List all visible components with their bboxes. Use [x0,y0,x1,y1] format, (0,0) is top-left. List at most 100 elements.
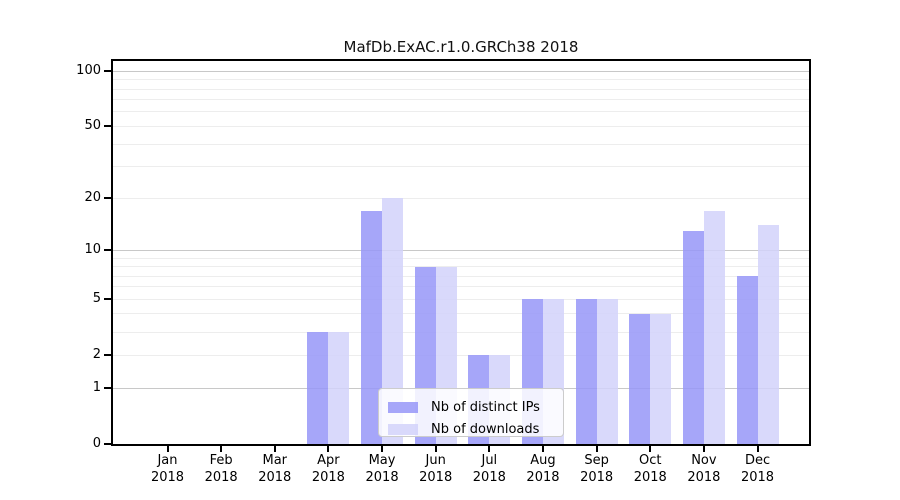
x-tick-label-line: 2018 [633,470,667,485]
x-tick-label-line: 2018 [687,470,721,485]
minor-gridline-70 [113,99,809,101]
y-tick-label-0: 0 [92,436,101,451]
legend-label-nb-of-downloads: Nb of downloads [431,421,540,437]
y-tick-label-1: 1 [92,380,101,395]
x-tick-mark-nov-2018 [702,446,705,452]
x-tick-label-line: 2018 [365,470,399,485]
x-tick-mark-aug-2018 [541,446,544,452]
plot-area: Nb of distinct IPs Nb of downloads [113,61,809,444]
minor-gridline-4 [113,313,809,315]
x-tick-label-line: 2018 [204,470,238,485]
x-tick-label-feb-2018: Feb 2018 [181,452,261,486]
x-tick-label-line: Apr [317,453,340,468]
minor-gridline-9 [113,257,809,259]
x-tick-label-jun-2018: Jun 2018 [396,452,476,486]
x-tick-label-line: Jul [481,453,498,468]
y-tick-mark-5 [104,298,111,301]
y-tick-mark-1 [104,387,111,389]
x-tick-label-line: Mar [262,453,288,468]
x-tick-label-nov-2018: Nov 2018 [664,452,744,486]
y-tick-mark-0 [104,443,111,445]
bar-nb-of-downloads-sep-2018 [596,299,618,444]
x-tick-label-line: 2018 [580,470,614,485]
x-tick-label-jan-2018: Jan 2018 [128,452,208,486]
x-tick-label-line: Sep [584,453,609,468]
minor-gridline-30 [113,166,809,168]
major-gridline-10 [113,249,809,251]
x-tick-mark-dec-2018 [756,446,759,452]
bar-nb-of-distinct-ips-sep-2018 [575,299,597,444]
y-tick-mark-100 [104,70,111,73]
minor-gridline-60 [113,111,809,113]
x-tick-label-may-2018: May 2018 [342,452,422,486]
x-tick-label-line: Dec [744,453,771,468]
x-tick-mark-feb-2018 [220,446,223,452]
minor-gridline-2 [113,354,809,356]
x-tick-mark-oct-2018 [649,446,652,452]
x-tick-label-line: 2018 [311,470,345,485]
minor-gridline-6 [113,286,809,288]
x-tick-label-dec-2018: Dec 2018 [718,452,798,486]
y-tick-label-10: 10 [84,242,101,258]
x-tick-label-jul-2018: Jul 2018 [449,452,529,486]
bar-nb-of-downloads-oct-2018 [650,313,672,444]
y-tick-label-20: 20 [84,190,101,206]
y-tick-label-5: 5 [92,291,101,307]
major-gridline-100 [113,70,809,72]
minor-gridline-20 [113,197,809,199]
x-tick-mark-may-2018 [381,446,384,452]
bar-nb-of-distinct-ips-oct-2018 [629,313,651,444]
legend-label-nb-of-distinct-ips: Nb of distinct IPs [431,399,540,415]
bar-nb-of-distinct-ips-dec-2018 [736,276,758,444]
bar-nb-of-downloads-apr-2018 [328,332,350,444]
x-tick-mark-sep-2018 [595,446,598,452]
x-tick-label-line: 2018 [526,470,560,485]
legend-swatch-nb-of-distinct-ips [388,401,418,413]
x-tick-label-sep-2018: Sep 2018 [557,452,637,486]
x-tick-label-line: Feb [209,453,233,468]
bar-nb-of-distinct-ips-nov-2018 [682,230,704,444]
minor-gridline-90 [113,79,809,81]
minor-gridline-5 [113,298,809,300]
x-tick-label-mar-2018: Mar 2018 [235,452,315,486]
x-tick-label-oct-2018: Oct 2018 [610,452,690,486]
y-tick-mark-2 [104,354,111,357]
minor-gridline-40 [113,143,809,145]
bar-nb-of-downloads-dec-2018 [757,225,779,444]
x-tick-label-line: May [368,453,396,468]
minor-gridline-80 [113,88,809,90]
x-tick-label-line: 2018 [740,470,775,485]
y-tick-label-100: 100 [76,63,101,79]
legend-row-nb-of-distinct-ips: Nb of distinct IPs [388,396,555,418]
bar-nb-of-distinct-ips-apr-2018 [307,332,329,444]
x-tick-label-line: Oct [639,453,662,468]
y-tick-label-2: 2 [92,347,101,363]
bar-nb-of-downloads-nov-2018 [703,210,725,444]
x-tick-mark-apr-2018 [327,446,330,452]
y-tick-mark-10 [104,249,111,252]
x-tick-mark-mar-2018 [273,446,276,452]
y-tick-mark-20 [104,197,111,200]
y-tick-mark-50 [104,125,111,128]
x-tick-label-line: Aug [530,453,556,468]
bar-nb-of-downloads-may-2018 [382,198,404,444]
x-tick-label-line: Jan [157,453,178,468]
legend-row-nb-of-downloads: Nb of downloads [388,418,555,440]
minor-gridline-7 [113,275,809,277]
x-tick-mark-jul-2018 [488,446,491,452]
x-tick-label-line: 2018 [258,470,292,485]
y-tick-label-50: 50 [84,118,101,134]
x-tick-mark-jan-2018 [166,446,169,452]
x-tick-label-line: 2018 [472,470,506,485]
x-tick-label-line: 2018 [419,470,453,485]
x-tick-label-aug-2018: Aug 2018 [503,452,583,486]
minor-gridline-3 [113,331,809,333]
minor-gridline-8 [113,266,809,267]
legend: Nb of distinct IPs Nb of downloads [378,388,564,437]
chart-title: MafDb.ExAC.r1.0.GRCh38 2018 [343,38,579,56]
legend-swatch-nb-of-downloads [388,423,418,435]
bar-nb-of-distinct-ips-may-2018 [361,210,383,444]
x-tick-label-apr-2018: Apr 2018 [288,452,368,486]
minor-gridline-50 [113,125,809,127]
